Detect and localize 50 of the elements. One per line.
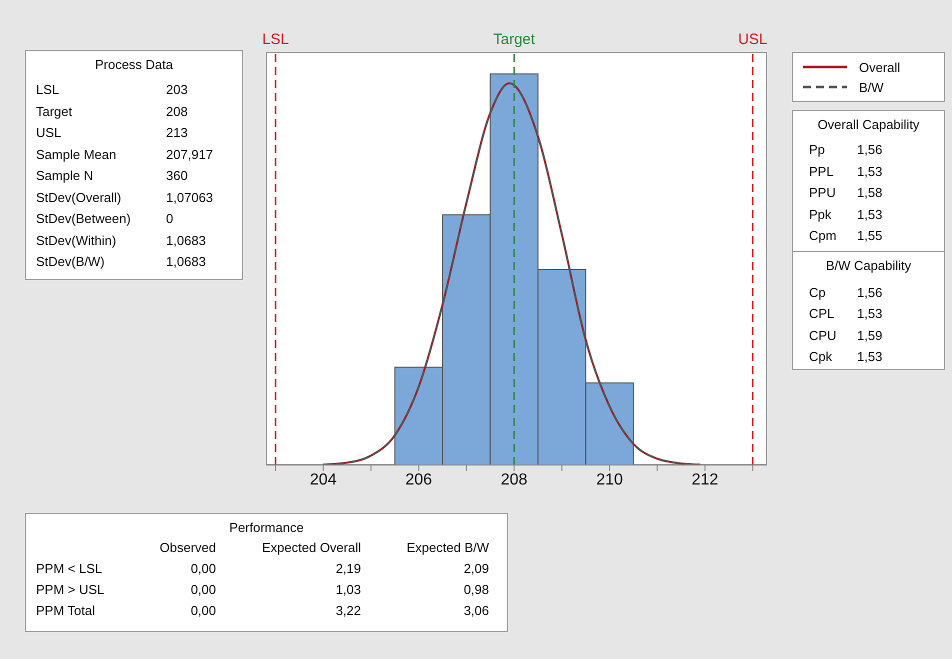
- text: 1,59: [857, 328, 884, 343]
- text: 1,53: [857, 164, 884, 179]
- ref-line-label: Target: [493, 31, 536, 48]
- text: 1,07063: [166, 190, 214, 205]
- x-tick-label: 204: [310, 471, 337, 488]
- text: 1,53: [857, 306, 884, 322]
- text: Pp: [809, 142, 826, 158]
- ref-line-label: LSL: [262, 31, 289, 48]
- text: 1,55: [857, 228, 884, 244]
- text: PPL: [809, 164, 835, 179]
- text: StDev(B/W): [36, 254, 106, 270]
- text: 1,56: [857, 142, 884, 158]
- text: 1,56: [857, 284, 884, 300]
- text: LSL: [36, 82, 60, 98]
- text: 360: [166, 168, 189, 184]
- text: USL: [36, 125, 62, 140]
- x-tick-label: 210: [596, 471, 623, 488]
- legend-label: Overall: [859, 60, 900, 74]
- text: Cpm: [809, 228, 838, 244]
- performance-table: Performance Observed Expected Overall Expected B/W PPM < LSL 0,00 2,19 2,09 PPM > USL 0,00 1,03 0,98 PPM Total 0,00 3,22 3,06: [25, 513, 508, 632]
- x-tick-label: 212: [692, 471, 718, 488]
- text: Cpk: [809, 349, 834, 364]
- text: 207,917: [166, 146, 214, 162]
- legend-label: B/W: [859, 80, 884, 94]
- text: StDev(Within): [36, 232, 118, 248]
- text: Overall Capability: [816, 117, 920, 134]
- text: Process Data: [94, 57, 174, 74]
- text: PPU: [809, 185, 837, 200]
- text: CPL: [809, 306, 836, 322]
- text: 208: [166, 104, 189, 119]
- x-tick-label: 208: [500, 471, 528, 488]
- text: Cp: [809, 284, 827, 300]
- ref-line-label: USL: [738, 31, 768, 48]
- text: B/W Capability: [824, 258, 912, 275]
- text: Sample Mean: [36, 146, 118, 162]
- text: 1,53: [857, 349, 884, 364]
- text: Target: [36, 104, 74, 119]
- text: 203: [166, 82, 189, 98]
- text: 1,0683: [166, 232, 207, 248]
- text: Ppk: [809, 206, 832, 222]
- text: Sample N: [36, 168, 94, 184]
- text: 1,53: [857, 206, 884, 222]
- text: StDev(Between): [36, 211, 132, 226]
- text: 1,58: [857, 185, 884, 200]
- text: 0: [166, 211, 174, 226]
- x-tick-label: 206: [405, 471, 432, 488]
- text: StDev(Overall): [36, 190, 122, 205]
- text: 1,0683: [166, 254, 207, 270]
- text: 213: [166, 125, 189, 140]
- text: CPU: [809, 328, 838, 343]
